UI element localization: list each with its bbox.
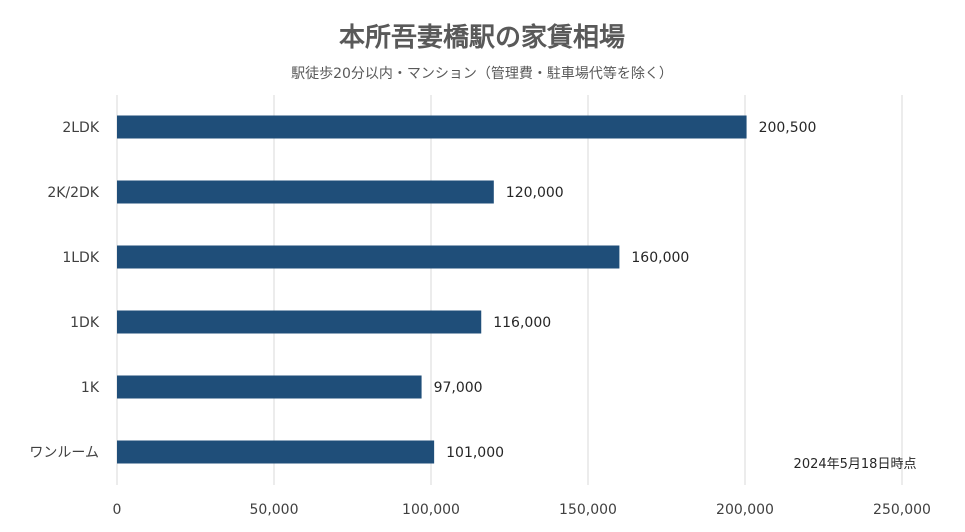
x-tick-label: 250,000: [873, 502, 931, 518]
bar: [117, 310, 482, 334]
category-label: ワンルーム: [29, 445, 99, 461]
x-tick-label: 200,000: [716, 502, 774, 518]
x-tick-label: 150,000: [559, 502, 617, 518]
data-label: 200,500: [759, 120, 817, 136]
category-label: 2LDK: [62, 120, 99, 136]
category-label: 1DK: [70, 315, 100, 331]
bars: [117, 115, 747, 464]
category-label: 1LDK: [62, 250, 99, 266]
x-tick-label: 0: [113, 502, 122, 518]
date-note: 2024年5月18日時点: [794, 457, 917, 472]
bar: [117, 115, 747, 139]
bar: [117, 180, 494, 204]
category-label: 1K: [81, 380, 100, 396]
x-tick-label: 100,000: [402, 502, 460, 518]
chart-title: 本所吾妻橋駅の家賃相場: [339, 22, 625, 53]
data-label: 97,000: [434, 380, 483, 396]
category-label: 2K/2DK: [47, 185, 99, 201]
bar: [117, 440, 435, 464]
labels: 0 50,000 100,000 150,000 200,000 250,000 2LDK 2…: [29, 120, 931, 518]
gridlines: [116, 95, 903, 485]
chart-subtitle: 駅徒歩20分以内・マンション（管理費・駐車場代等を除く）: [291, 65, 673, 82]
bar: [117, 245, 620, 269]
data-label: 120,000: [506, 185, 564, 201]
data-label: 101,000: [446, 445, 504, 461]
data-label: 116,000: [493, 315, 551, 331]
data-label: 160,000: [631, 250, 689, 266]
x-tick-label: 50,000: [250, 502, 299, 518]
bar: [117, 375, 422, 399]
